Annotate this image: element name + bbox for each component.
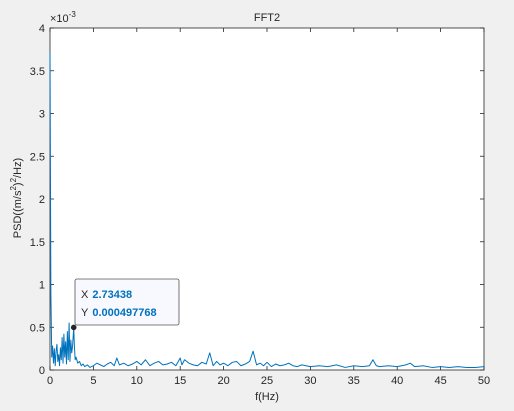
series-line-0 — [49, 51, 485, 368]
x-tick-label: 50 — [478, 375, 490, 387]
datatip[interactable]: X 2.73438 Y 0.000497768 — [70, 278, 180, 331]
y-tick-label: 0.5 — [30, 322, 45, 334]
y-exponent-label: ×10-3 — [50, 10, 76, 25]
y-axis-label: PSD((m/s2)2/Hz) — [9, 158, 24, 238]
x-tick-label: 5 — [90, 375, 96, 387]
x-tick-label: 15 — [174, 375, 186, 387]
y-tick-label: 2 — [39, 194, 45, 206]
series-layer — [49, 51, 485, 368]
x-tick-label: 45 — [434, 375, 446, 387]
datatip-y-row: Y 0.000497768 — [81, 307, 157, 319]
x-tick-label: 35 — [348, 375, 360, 387]
datatip-marker[interactable] — [70, 324, 77, 331]
y-tick-label: 4 — [39, 23, 45, 35]
x-tick-label: 20 — [217, 375, 229, 387]
y-tick-label: 0 — [39, 365, 45, 377]
y-tick-label: 3.5 — [30, 66, 45, 78]
datatip-x-row: X 2.73438 — [81, 289, 132, 301]
x-tick-label: 25 — [261, 375, 273, 387]
x-tick-label: 30 — [304, 375, 316, 387]
axis-ticks: 0 5 10 15 20 25 30 35 40 45 50 0 0.5 1 1.5 2 2.5 3 3.5 4 — [30, 23, 490, 387]
x-tick-label: 40 — [391, 375, 403, 387]
y-tick-label: 1.5 — [30, 237, 45, 249]
x-axis-label: f(Hz) — [255, 391, 279, 403]
y-tick-label: 1 — [39, 280, 45, 292]
x-tick-label: 10 — [131, 375, 143, 387]
y-tick-label: 2.5 — [30, 151, 45, 163]
chart-title: FFT2 — [254, 12, 280, 24]
y-tick-label: 3 — [39, 109, 45, 121]
x-tick-label: 0 — [47, 375, 53, 387]
datatip-box — [74, 278, 180, 326]
